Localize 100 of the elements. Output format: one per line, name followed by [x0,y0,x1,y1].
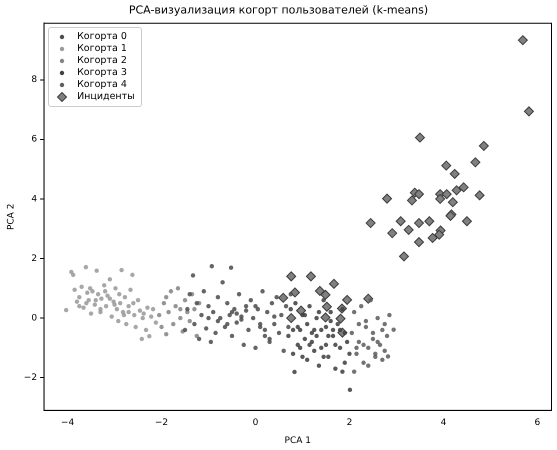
point [110,314,114,319]
point [94,268,99,273]
point [354,352,359,356]
point [347,352,352,356]
point [330,328,336,332]
point [326,354,331,359]
point [375,316,380,320]
point [321,298,326,302]
point [452,185,462,196]
point [64,308,68,312]
point [292,370,297,374]
point [350,330,354,336]
point [213,330,218,336]
point [370,330,376,336]
y-tick-label: −2 [24,372,38,383]
point [122,312,126,318]
point [246,328,251,332]
point [148,314,154,319]
point [108,296,112,301]
y-tick-label: 4 [31,194,38,204]
point [250,316,256,320]
point [77,304,82,308]
point [192,306,197,312]
point [272,322,276,326]
point [194,300,199,306]
point [92,302,98,307]
point [290,287,300,298]
point [236,292,242,296]
point [448,197,458,208]
point [225,300,230,306]
point [131,300,136,306]
point [228,266,234,270]
point [216,318,220,324]
point [86,298,91,302]
point [260,289,265,294]
point [154,320,158,325]
point [391,327,396,332]
point [159,324,164,330]
point [190,273,196,278]
point [114,306,120,312]
point [85,290,90,295]
point [128,288,133,292]
point [272,314,276,319]
point [307,342,312,348]
point [230,310,234,314]
x-tick-label: −2 [154,418,168,428]
point [424,216,434,226]
point [102,289,108,294]
chart-title: PCA-визуализация когорт пользователей (k-means) [128,3,428,16]
point [478,140,489,151]
point [354,346,359,350]
legend-label: Когорта 2 [77,55,127,68]
point [156,312,162,318]
x-tick-label: 4 [440,418,447,428]
point [234,311,239,316]
point [298,328,302,332]
point [188,292,192,296]
point [319,346,324,350]
point [218,316,222,320]
point [328,278,339,289]
point [414,132,425,143]
point [204,326,208,331]
point [150,306,156,312]
point [253,304,258,308]
point [210,264,214,268]
point [232,306,237,312]
point [262,328,268,332]
point [387,228,398,238]
point [352,369,356,374]
point [382,322,387,326]
point [302,312,308,318]
point [406,195,417,206]
point [274,295,279,300]
point [176,286,180,290]
point [352,310,356,314]
point [316,364,322,368]
point [265,310,270,314]
point [71,272,76,278]
point [208,340,214,344]
point [72,288,77,292]
point [321,354,326,359]
point [344,340,350,344]
point [284,304,288,308]
point [199,312,204,318]
point [206,316,211,320]
point [435,194,446,204]
point [112,302,117,307]
point [220,280,225,285]
point [286,313,296,324]
point [364,318,368,324]
point [136,298,140,302]
point [296,306,306,316]
point [286,334,291,338]
point [288,306,293,312]
point [375,340,380,344]
x-tick-label: 2 [346,418,352,428]
point [328,310,333,314]
point [314,316,319,320]
point [293,300,298,306]
point [316,310,322,314]
